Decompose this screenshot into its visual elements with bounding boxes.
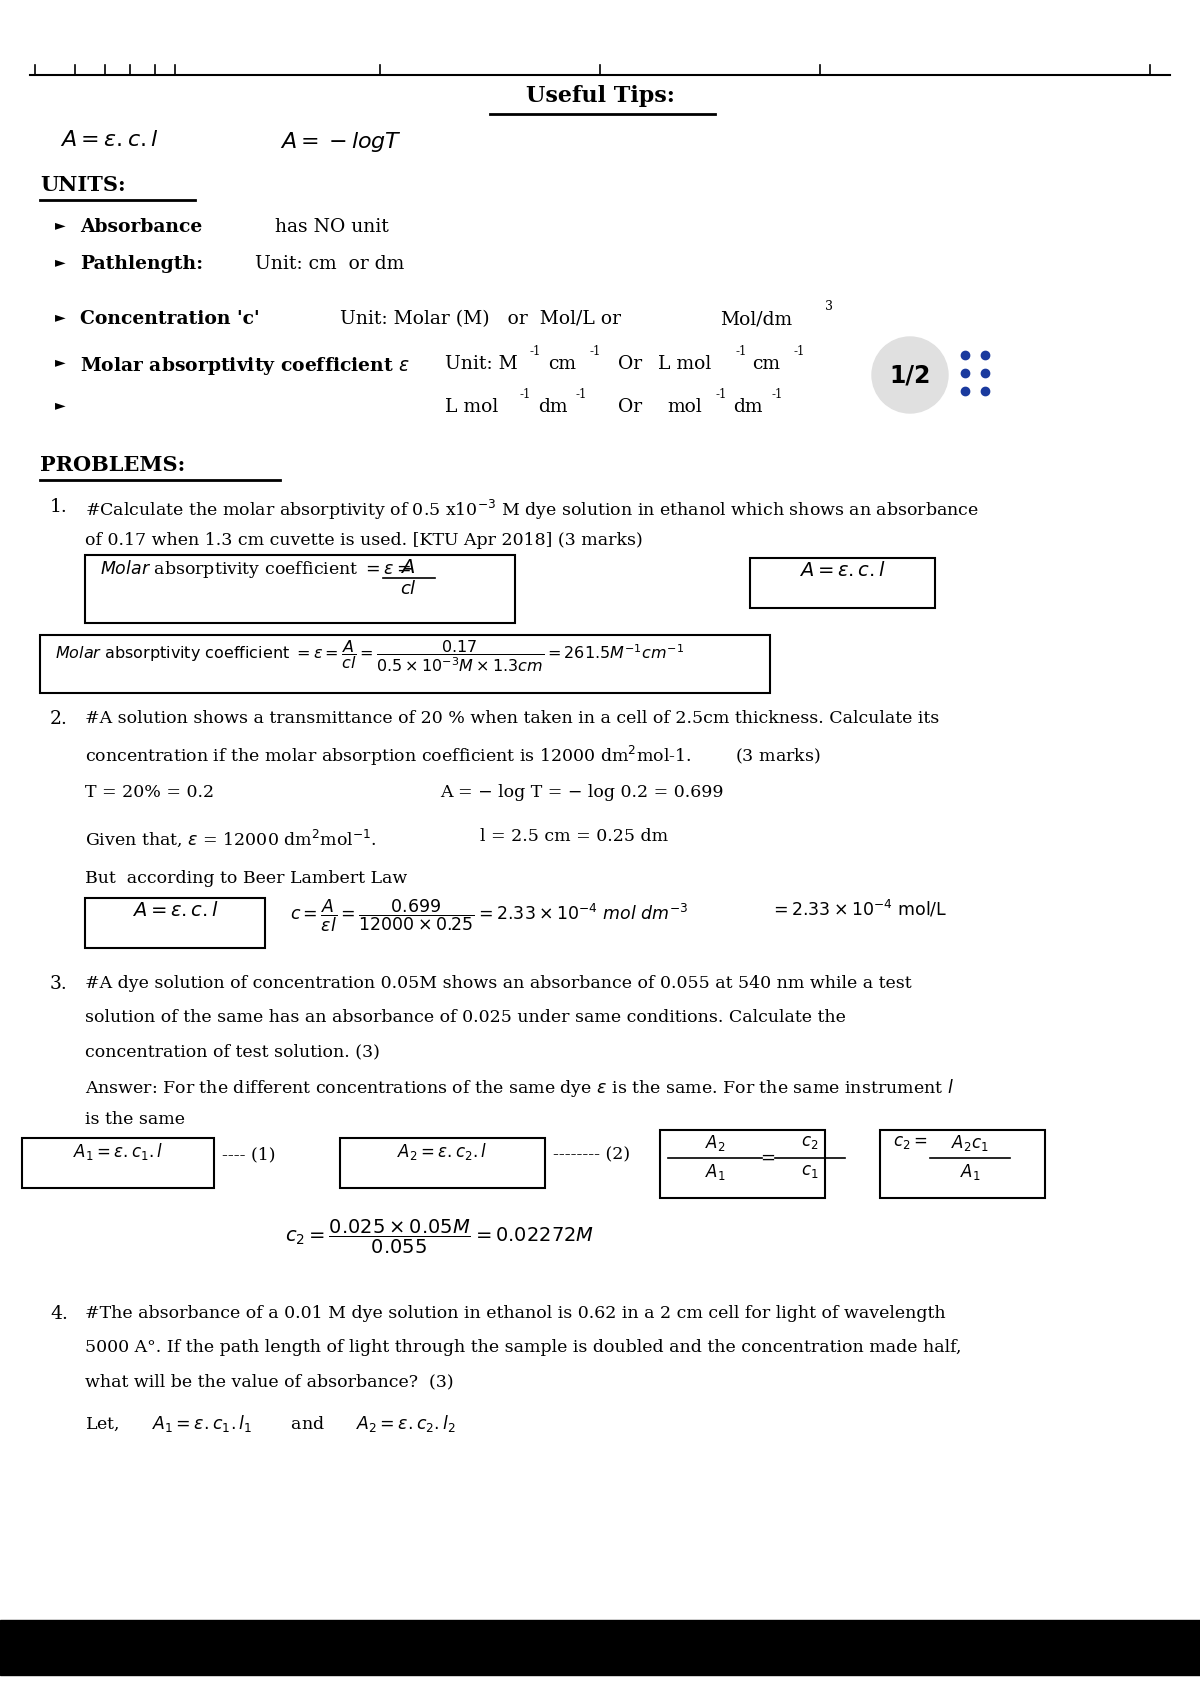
Text: $A_2c_1$: $A_2c_1$	[952, 1133, 989, 1153]
Text: $A = -logT$: $A = -logT$	[280, 131, 402, 155]
Text: -1: -1	[734, 345, 746, 358]
Text: Concentration 'c': Concentration 'c'	[80, 311, 259, 328]
Text: L mol: L mol	[658, 355, 712, 374]
Text: T = 20% = 0.2: T = 20% = 0.2	[85, 784, 214, 801]
Text: PROBLEMS:: PROBLEMS:	[40, 455, 185, 475]
Text: $= 2.33\times10^{-4}$ mol/L: $= 2.33\times10^{-4}$ mol/L	[770, 898, 947, 919]
Text: $\mathit{Molar}$ absorptivity coefficient $= \varepsilon =$: $\mathit{Molar}$ absorptivity coefficien…	[100, 559, 412, 581]
Text: 4.: 4.	[50, 1306, 68, 1323]
Text: $c_2$: $c_2$	[802, 1133, 818, 1151]
Text: Given that, $\varepsilon$ = 12000 dm$^2$mol$^{-1}$.: Given that, $\varepsilon$ = 12000 dm$^2$…	[85, 829, 377, 849]
Text: dm: dm	[733, 397, 762, 416]
Text: $c_1$: $c_1$	[802, 1161, 818, 1180]
Text: $A_2 = \varepsilon .c_2.l$: $A_2 = \varepsilon .c_2.l$	[397, 1141, 487, 1161]
Text: -1: -1	[576, 389, 587, 401]
Text: -1: -1	[772, 389, 782, 401]
Text: ---- (1): ---- (1)	[222, 1146, 276, 1163]
Text: Or: Or	[618, 355, 642, 374]
Text: $A_1 = \varepsilon .c_1.l$: $A_1 = \varepsilon .c_1.l$	[73, 1141, 163, 1161]
Text: is the same: is the same	[85, 1110, 185, 1127]
Text: 1.: 1.	[50, 498, 67, 516]
Text: of 0.17 when 1.3 cm cuvette is used. [KTU Apr 2018] (3 marks): of 0.17 when 1.3 cm cuvette is used. [KT…	[85, 531, 643, 548]
Bar	[40, 635, 770, 693]
Text: $A_1$: $A_1$	[704, 1161, 725, 1182]
Text: $A = \varepsilon .c.l$: $A = \varepsilon .c.l$	[132, 902, 218, 920]
Text: A = − log T = − log 0.2 = 0.699: A = − log T = − log 0.2 = 0.699	[440, 784, 724, 801]
Text: has NO unit: has NO unit	[275, 217, 389, 236]
Text: $A$: $A$	[401, 559, 415, 577]
Text: l = 2.5 cm = 0.25 dm: l = 2.5 cm = 0.25 dm	[480, 829, 668, 846]
Bar	[750, 559, 935, 608]
Bar	[660, 1129, 826, 1199]
Text: UNITS:: UNITS:	[40, 175, 126, 195]
Text: mol: mol	[667, 397, 702, 416]
Text: Unit: Molar (M)   or  Mol/L or: Unit: Molar (M) or Mol/L or	[340, 311, 622, 328]
Text: #A dye solution of concentration 0.05M shows an absorbance of 0.055 at 540 nm wh: #A dye solution of concentration 0.05M s…	[85, 975, 912, 992]
Text: 2.: 2.	[50, 710, 68, 728]
Text: Mol/dm: Mol/dm	[720, 311, 792, 328]
Text: =: =	[761, 1150, 775, 1167]
Text: $c_2 = \dfrac{0.025\times0.05M}{0.055} = 0.02272M$: $c_2 = \dfrac{0.025\times0.05M}{0.055} =…	[286, 1217, 594, 1257]
Bar	[85, 898, 265, 947]
Text: ►: ►	[55, 217, 66, 233]
Text: what will be the value of absorbance?  (3): what will be the value of absorbance? (3…	[85, 1374, 454, 1391]
Text: Pathlength:: Pathlength:	[80, 255, 203, 273]
Text: -1: -1	[715, 389, 726, 401]
Text: ►: ►	[55, 355, 66, 368]
Text: ►: ►	[55, 255, 66, 268]
Bar	[880, 1129, 1045, 1199]
Text: -------- (2): -------- (2)	[553, 1146, 630, 1163]
Text: concentration if the molar absorption coefficient is 12000 dm$^2$mol-1.        (: concentration if the molar absorption co…	[85, 744, 821, 767]
Text: $A_2$: $A_2$	[704, 1133, 725, 1153]
Text: #A solution shows a transmittance of 20 % when taken in a cell of 2.5cm thicknes: #A solution shows a transmittance of 20 …	[85, 710, 940, 727]
Text: 3.: 3.	[50, 975, 67, 993]
Text: 3: 3	[826, 301, 833, 312]
Bar	[85, 555, 515, 623]
Bar	[0, 1620, 1200, 1674]
Text: $c_2 =$: $c_2 =$	[893, 1133, 928, 1151]
Text: -1: -1	[590, 345, 601, 358]
Text: #Calculate the molar absorptivity of 0.5 x10$^{-3}$ M dye solution in ethanol wh: #Calculate the molar absorptivity of 0.5…	[85, 498, 979, 521]
Text: solution of the same has an absorbance of 0.025 under same conditions. Calculate: solution of the same has an absorbance o…	[85, 1009, 846, 1026]
Text: concentration of test solution. (3): concentration of test solution. (3)	[85, 1043, 380, 1060]
Text: Molar absorptivity coefficient $\varepsilon$: Molar absorptivity coefficient $\varepsi…	[80, 355, 410, 377]
Text: -1: -1	[794, 345, 805, 358]
Bar	[22, 1138, 214, 1189]
Text: dm: dm	[538, 397, 568, 416]
Text: Or: Or	[618, 397, 642, 416]
Text: $A_1$: $A_1$	[960, 1161, 980, 1182]
Text: Let,      $A_1 = \varepsilon .c_1.l_1$       and      $A_2 = \varepsilon .c_2.l_: Let, $A_1 = \varepsilon .c_1.l_1$ and $A…	[85, 1413, 456, 1435]
Text: Absorbance: Absorbance	[80, 217, 203, 236]
Text: But  according to Beer Lambert Law: But according to Beer Lambert Law	[85, 869, 407, 886]
Text: Answer: For the different concentrations of the same dye $\varepsilon$ is the sa: Answer: For the different concentrations…	[85, 1077, 954, 1099]
Text: $A = \varepsilon .c.l$: $A = \varepsilon .c.l$	[798, 560, 886, 581]
Text: Unit: M: Unit: M	[445, 355, 517, 374]
Bar	[340, 1138, 545, 1189]
Text: #The absorbance of a 0.01 M dye solution in ethanol is 0.62 in a 2 cm cell for l: #The absorbance of a 0.01 M dye solution…	[85, 1306, 946, 1323]
Text: Unit: cm  or dm: Unit: cm or dm	[256, 255, 404, 273]
Text: cm: cm	[548, 355, 576, 374]
Text: $cl$: $cl$	[400, 581, 416, 598]
Text: ►: ►	[55, 397, 66, 413]
Text: ►: ►	[55, 311, 66, 324]
Text: L mol: L mol	[445, 397, 498, 416]
Text: cm: cm	[752, 355, 780, 374]
Text: $c = \dfrac{A}{\varepsilon l} = \dfrac{0.699}{12000\times0.25} = 2.33\times10^{-: $c = \dfrac{A}{\varepsilon l} = \dfrac{0…	[290, 898, 689, 934]
Text: -1: -1	[520, 389, 532, 401]
Text: 5000 A°. If the path length of light through the sample is doubled and the conce: 5000 A°. If the path length of light thr…	[85, 1340, 961, 1357]
Text: 1/2: 1/2	[889, 363, 931, 387]
Text: $A = \varepsilon .c.l$: $A = \varepsilon .c.l$	[60, 131, 158, 149]
Text: Useful Tips:: Useful Tips:	[526, 85, 674, 107]
Text: $\mathit{Molar}$ absorptivity coefficient $= \varepsilon = \dfrac{A}{cl} = \dfra: $\mathit{Molar}$ absorptivity coefficien…	[55, 638, 684, 674]
Circle shape	[872, 336, 948, 413]
Text: -1: -1	[530, 345, 541, 358]
